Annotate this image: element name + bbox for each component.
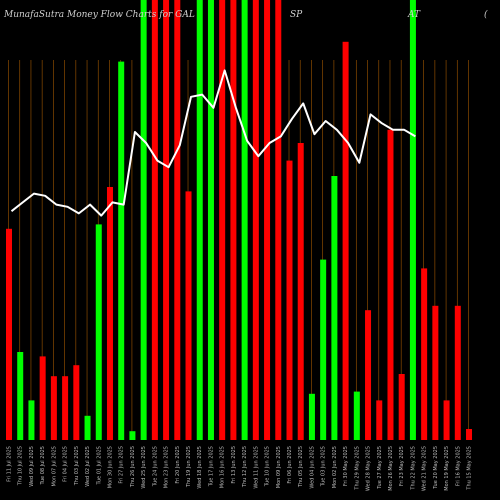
title-part-paren: ( [484,9,488,20]
x-tick-label: Wed 25 Jun 2025 [141,446,147,489]
bar [17,352,24,440]
bar [443,400,450,440]
x-tick-label: Tue 01 Jul 2025 [96,446,102,485]
x-tick-label: Thu 26 Jun 2025 [130,446,136,488]
x-tick-label: Tue 08 Jul 2025 [40,446,46,485]
x-tick-label: Fri 06 Jun 2025 [287,446,293,484]
bar [365,310,372,440]
x-tick-label: Wed 18 Jun 2025 [197,446,203,489]
x-tick-label: Wed 28 May 2025 [366,446,372,491]
bar [398,374,405,440]
x-tick-label: Wed 04 Jun 2025 [309,446,315,489]
x-tick-label: Mon 02 Jun 2025 [332,446,338,488]
bar [118,61,125,440]
x-tick-label: Tue 24 Jun 2025 [152,446,158,487]
bar [106,187,113,440]
x-tick-label: Fri 13 Jun 2025 [231,446,237,484]
bar [6,228,12,440]
bar [432,305,439,440]
x-tick-label: Mon 07 Jul 2025 [51,446,57,486]
bar [219,0,226,440]
x-tick-label: Mon 23 Jun 2025 [164,446,170,488]
bar-series [6,0,473,441]
bar [84,415,91,440]
bar [207,0,214,440]
bar [264,0,271,440]
bar [320,259,327,440]
title-part-main: MunafaSutra Money Flow Charts for GAL [3,10,195,20]
bar [331,176,338,440]
x-tick-label: Tue 03 Jun 2025 [321,446,327,487]
x-tick-label: Fri 04 Jul 2025 [63,446,69,482]
bar [140,0,147,440]
bar [308,393,315,440]
x-tick-label: Thu 22 May 2025 [410,446,416,491]
x-tick-label: Tue 20 May 2025 [433,446,439,490]
x-tick-label: Thu 29 May 2025 [354,446,360,491]
x-tick-label: Fri 30 May 2025 [343,446,349,486]
x-tick-label: Thu 05 Jun 2025 [298,446,304,488]
bar [196,0,203,440]
x-tick-label: Wed 09 Jul 2025 [29,446,35,487]
bar [39,356,46,440]
bar [297,143,304,440]
x-tick-label: Tue 17 Jun 2025 [208,446,214,487]
bar [466,429,473,440]
bar [421,268,428,440]
bar [342,41,349,441]
bar [275,0,282,440]
bar [454,305,461,440]
bar [50,376,57,440]
x-tick-label: Thu 03 Jul 2025 [74,446,80,486]
x-tick-label: Wed 11 Jun 2025 [253,446,259,489]
bar [353,391,360,440]
bar [185,191,192,440]
x-tick-label: Mon 09 Jun 2025 [276,446,282,488]
bar [174,0,181,440]
x-tick-label: Thu 19 Jun 2025 [186,446,192,488]
x-tick-label: Mon 16 Jun 2025 [220,446,226,488]
x-tick-label: Thu 10 Jul 2025 [18,446,24,486]
x-tick-label: Thu 15 May 2025 [467,446,473,491]
x-tick-label: Wed 02 Jul 2025 [85,446,91,487]
title-part-suffix: AT [407,10,421,20]
x-tick-label: Tue 27 May 2025 [377,446,383,490]
title-part-symbol: SP [290,10,303,20]
x-tick-label: Tue 10 Jun 2025 [265,446,271,487]
bar [28,400,35,440]
x-tick-label: Mon 30 Jun 2025 [107,446,113,488]
x-tick-label: Mon 19 May 2025 [444,446,450,491]
bar [409,0,416,440]
bar [163,0,170,440]
bar [252,0,259,440]
chart-title: MunafaSutra Money Flow Charts for GAL SP… [3,9,488,20]
x-tick-label: Wed 21 May 2025 [422,446,428,491]
bar [230,0,237,440]
x-tick-label: Fri 27 Jun 2025 [119,446,125,484]
bar [241,0,248,440]
bar [387,129,394,441]
bar [129,431,136,440]
bar [73,365,80,440]
bar [95,224,102,440]
money-flow-line [10,69,416,217]
x-tick-label: Mon 26 May 2025 [388,446,394,491]
bar [286,160,293,440]
x-tick-label: Thu 12 Jun 2025 [242,446,248,488]
bar [62,376,69,440]
x-tick-label: Fri 11 Jul 2025 [7,446,13,482]
x-tick-label: Fri 16 May 2025 [455,446,461,486]
bar [151,0,158,440]
x-tick-label: Fri 23 May 2025 [399,446,405,486]
bar [376,400,383,440]
x-tick-labels: Fri 11 Jul 2025 Thu 10 Jul 2025 Wed 09 Jul… [7,446,473,491]
x-tick-label: Fri 20 Jun 2025 [175,446,181,484]
